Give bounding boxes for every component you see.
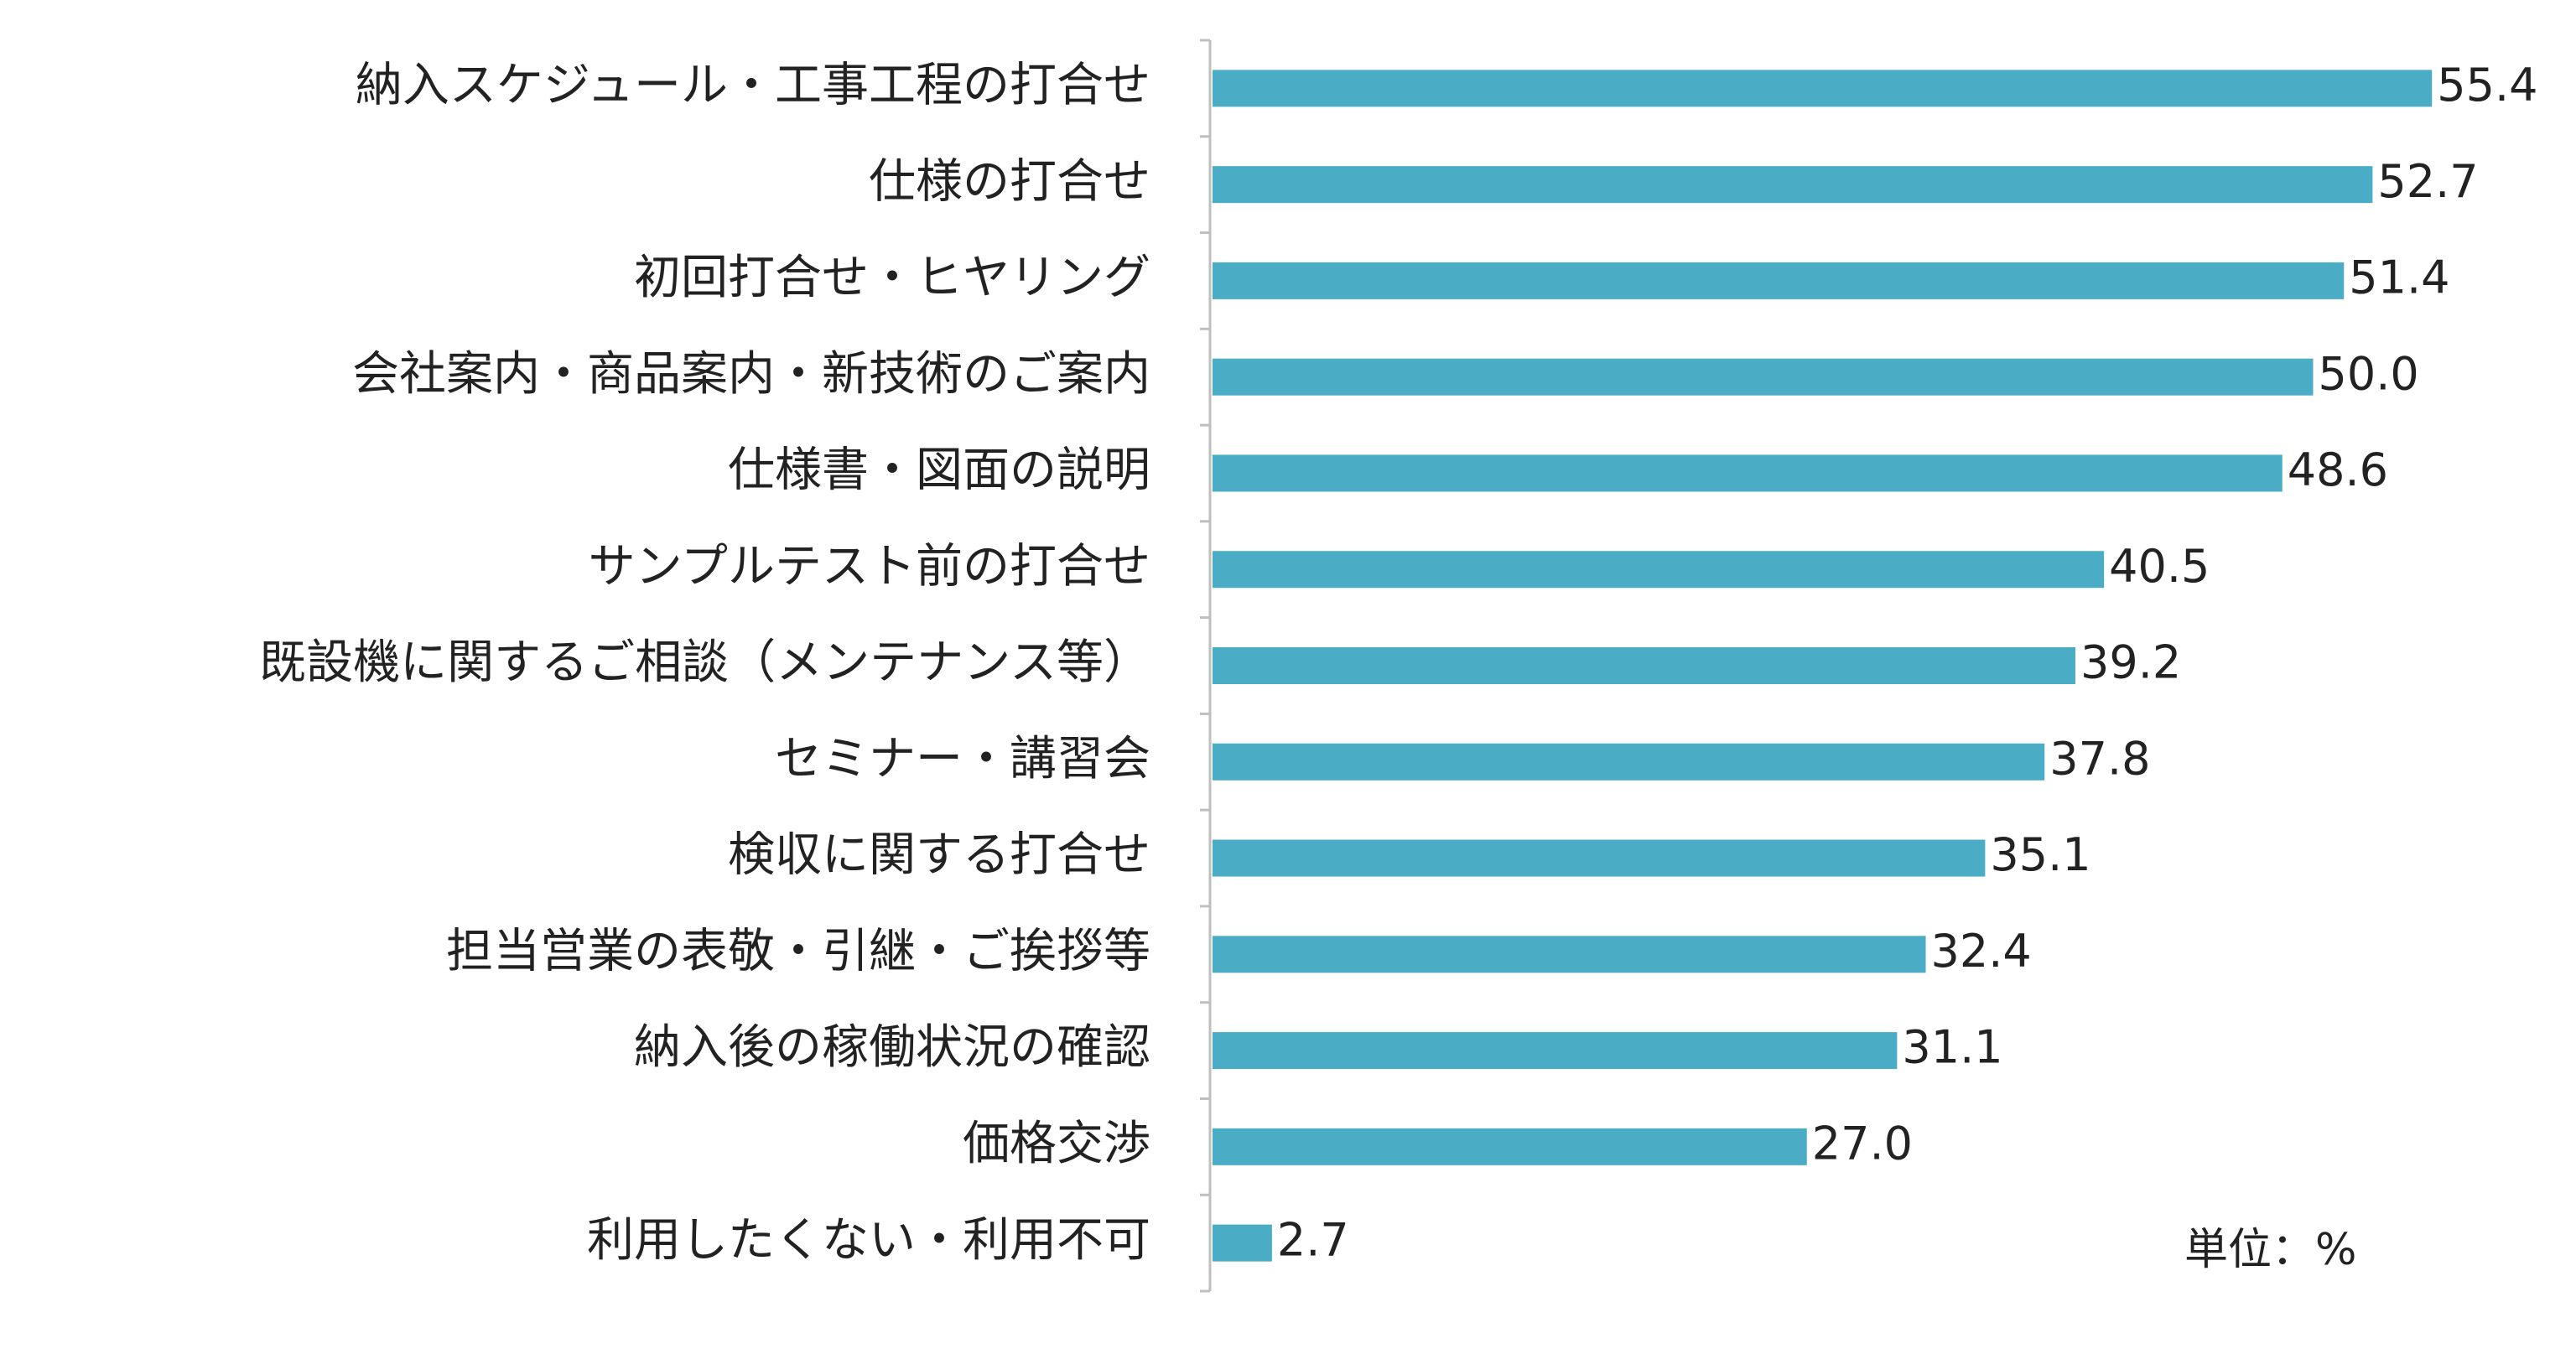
- value-label: 2.7: [1277, 1213, 1349, 1266]
- bar: [1213, 936, 1926, 973]
- value-label: 55.4: [2437, 59, 2537, 112]
- bar: [1213, 1224, 1272, 1262]
- unit-note: 単位：%: [2184, 1225, 2356, 1275]
- value-label: 32.4: [1931, 925, 2032, 978]
- category-label: 仕様書・図面の説明: [728, 444, 1150, 498]
- category-label: 利用したくない・利用不可: [587, 1213, 1150, 1268]
- category-label: 検収に関する打合せ: [728, 828, 1150, 883]
- value-label: 51.4: [2349, 252, 2449, 304]
- value-label: 27.0: [1812, 1117, 1913, 1170]
- value-label: 39.2: [2080, 636, 2181, 689]
- category-label: 初回打合せ・ヒヤリング: [634, 251, 1150, 305]
- category-label: 納入スケジュール・工事工程の打合せ: [356, 59, 1150, 113]
- bar: [1213, 262, 2345, 299]
- category-label: サンプルテスト前の打合せ: [589, 539, 1150, 594]
- value-label: 52.7: [2377, 155, 2478, 208]
- category-label: 価格交渉: [963, 1117, 1150, 1171]
- category-label: セミナー・講習会: [775, 732, 1150, 786]
- bar: [1213, 166, 2373, 204]
- bar: [1213, 839, 1986, 877]
- value-label: 37.8: [2049, 732, 2150, 785]
- value-label: 35.1: [1990, 828, 2090, 881]
- value-label: 40.5: [2109, 540, 2210, 593]
- bar: [1213, 70, 2433, 107]
- category-label: 担当営業の表敬・引継・ご挨拶等: [446, 924, 1150, 978]
- bar: [1213, 358, 2314, 396]
- value-label: 50.0: [2319, 347, 2419, 400]
- bar: [1213, 1128, 1807, 1165]
- value-label: 31.1: [1902, 1021, 2002, 1074]
- category-labels: 納入スケジュール・工事工程の打合せ仕様の打合せ初回打合せ・ヒヤリング会社案内・商…: [259, 59, 1150, 1268]
- category-label: 既設機に関するご相談（メンテナンス等）: [259, 635, 1150, 690]
- bar-series: [1213, 70, 2433, 1262]
- bar: [1213, 1032, 1898, 1070]
- bar: [1213, 743, 2045, 781]
- value-labels: 55.4 52.7 51.4 50.0 48.6 40.5 39.2 37.8 35.1 32.4…: [1277, 59, 2538, 1266]
- category-label: 納入後の稼働状況の確認: [634, 1020, 1150, 1075]
- bar: [1213, 647, 2075, 684]
- bar: [1213, 551, 2105, 589]
- category-axis-ticks: [1200, 39, 1210, 1293]
- value-label: 48.6: [2288, 444, 2388, 496]
- bar: [1213, 454, 2283, 492]
- category-label: 仕様の打合せ: [869, 154, 1150, 209]
- category-label: 会社案内・商品案内・新技術のご案内: [352, 347, 1150, 402]
